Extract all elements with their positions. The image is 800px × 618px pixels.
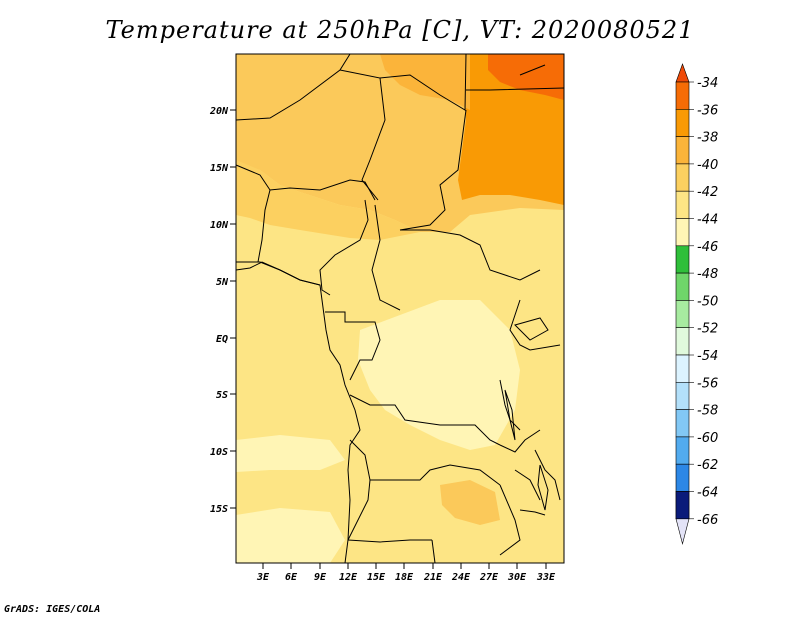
footer-credit: GrADS: IGES/COLA (4, 604, 101, 615)
region-warm-zambia-patch (440, 480, 500, 525)
colorbar-label: -42 (697, 185, 718, 200)
lon-label: 6E (285, 572, 298, 583)
colorbar: -34 -36 -38 -40 -42 -44 -46 -48 -50 -52 -54 -56 -58 -… (675, 63, 718, 545)
colorbar-label: -48 (697, 267, 718, 282)
colorbar-label: -62 (697, 458, 718, 473)
temperature-fill-layer (236, 54, 564, 563)
lat-label: 5S (216, 390, 228, 401)
map-title: Temperature at 250hPa [C], VT: 202008052… (105, 16, 695, 44)
coastline (235, 261, 361, 564)
colorbar-label: -34 (697, 76, 718, 91)
colorbar-label: -36 (697, 103, 718, 118)
colorbar-segment (675, 327, 690, 356)
colorbar-segment (675, 109, 690, 137)
colorbar-label: -38 (697, 131, 718, 146)
colorbar-label: -58 (697, 404, 718, 419)
colorbar-label: -60 (697, 431, 718, 446)
lon-label: 15E (367, 572, 386, 583)
lon-label: 24E (451, 572, 471, 583)
lon-label: 3E (256, 572, 270, 583)
colorbar-segment (675, 354, 690, 383)
colorbar-bottom-cap (675, 518, 690, 545)
colorbar-segment (675, 463, 690, 492)
lat-label: 20N (209, 106, 229, 117)
colorbar-label: -40 (697, 158, 718, 173)
lat-label: 10S (210, 447, 228, 458)
lat-label: 15N (210, 163, 229, 174)
colorbar-segment (675, 136, 690, 165)
colorbar-segment (675, 272, 690, 301)
lon-label: 12E (339, 572, 358, 583)
longitude-axis: 3E 6E 9E 12E 15E 18E 21E 24E 27E 30E 33E (256, 563, 556, 583)
lakes (504, 64, 549, 516)
lon-label: 21E (423, 572, 443, 583)
lat-label: 5N (216, 277, 229, 288)
colorbar-label: -54 (697, 349, 718, 364)
map-frame (235, 53, 565, 564)
latitude-axis: 20N 15N 10N 5N EQ 5S 10S 15S (209, 106, 236, 515)
region-west-light (236, 160, 420, 240)
lat-label: 15S (210, 504, 228, 515)
region-south-light-2 (236, 508, 345, 563)
region-south-light (236, 435, 345, 472)
colorbar-label: -64 (697, 486, 718, 501)
lat-label: 10N (210, 220, 229, 231)
colorbar-label: -46 (697, 240, 718, 255)
colorbar-label: -44 (697, 213, 718, 228)
lon-label: 9E (314, 572, 327, 583)
lon-label: 18E (395, 572, 414, 583)
colorbar-segment (675, 190, 690, 219)
colorbar-label: -56 (697, 376, 718, 391)
colorbar-segment (675, 163, 690, 192)
lon-label: 27E (479, 572, 499, 583)
colorbar-bottom-segment (675, 491, 690, 520)
colorbar-segment (675, 218, 690, 247)
colorbar-segment (675, 81, 690, 110)
colorbar-label: -50 (697, 294, 718, 309)
lon-label: 33E (536, 572, 556, 583)
colorbar-top-cap (675, 63, 690, 83)
colorbar-segment (675, 436, 690, 465)
lon-label: 30E (507, 572, 527, 583)
colorbar-label: -52 (697, 322, 718, 337)
region-orange-top-patch (380, 54, 470, 110)
colorbar-label: -66 (697, 513, 718, 528)
colorbar-segment (675, 245, 690, 274)
colorbar-segment (675, 409, 690, 438)
colorbar-segment (675, 300, 690, 328)
colorbar-segment (675, 381, 690, 410)
region-cool-congo-basin (358, 300, 520, 450)
lat-label: EQ (216, 334, 228, 345)
